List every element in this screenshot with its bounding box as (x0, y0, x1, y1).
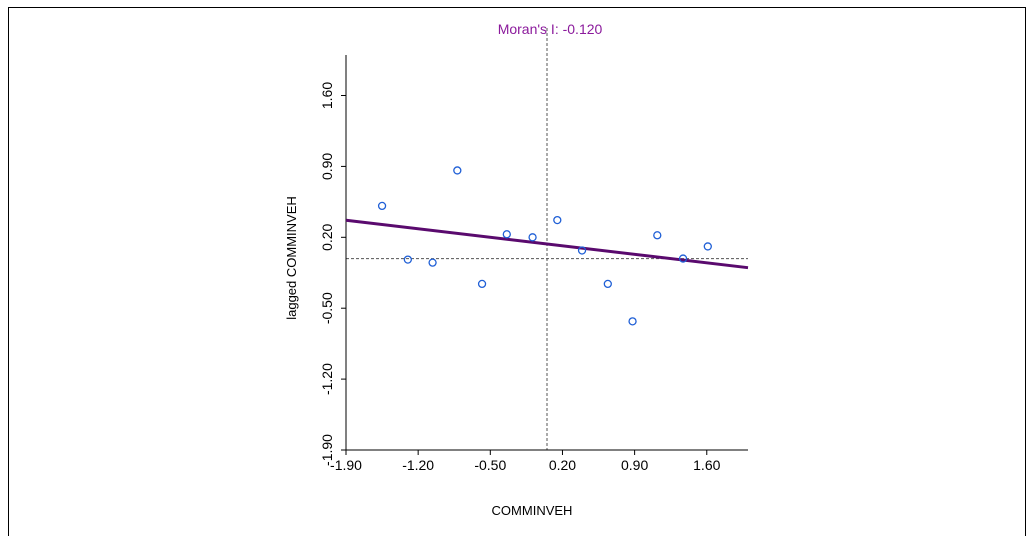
x-tick-label: -1.90 (330, 457, 362, 473)
x-tick-label: 0.90 (621, 457, 648, 473)
data-point (703, 242, 712, 251)
reference-lines (346, 28, 748, 450)
data-point (528, 233, 537, 242)
data-point (678, 254, 688, 263)
regression-line-layer (345, 218, 749, 270)
y-tick-label: -0.50 (319, 292, 335, 324)
x-axis-label: COMMINVEH (492, 503, 573, 518)
data-point (403, 255, 412, 264)
data-point (603, 279, 612, 289)
x-tick-label: 1.60 (693, 457, 720, 473)
x-tick-label: -1.20 (402, 457, 434, 473)
data-point (377, 201, 387, 211)
x-tick-label: -0.50 (474, 457, 506, 473)
data-point (502, 230, 511, 239)
data-point (553, 215, 562, 225)
y-tick-label: 0.20 (319, 223, 335, 250)
y-tick-label: 0.90 (319, 153, 335, 180)
regression-line (345, 218, 749, 270)
data-point (577, 246, 587, 255)
y-axis-label: lagged COMMINVEH (284, 196, 299, 320)
data-point (628, 317, 637, 326)
x-tick-label: 0.20 (549, 457, 576, 473)
data-point (453, 166, 462, 175)
data-points (377, 166, 712, 326)
data-point (428, 258, 437, 267)
plot-frame (8, 7, 1026, 536)
chart-title: Moran's I: -0.120 (498, 21, 603, 37)
y-tick-label: -1.90 (319, 434, 335, 466)
y-tick-label: -1.20 (319, 363, 335, 395)
data-point (477, 279, 487, 289)
data-point (653, 231, 662, 240)
y-tick-label: 1.60 (319, 82, 335, 109)
axes: -1.90 -1.20 -0.50 0.20 0.90 1.60 -1.90 -1.20 -0.… (319, 55, 748, 473)
